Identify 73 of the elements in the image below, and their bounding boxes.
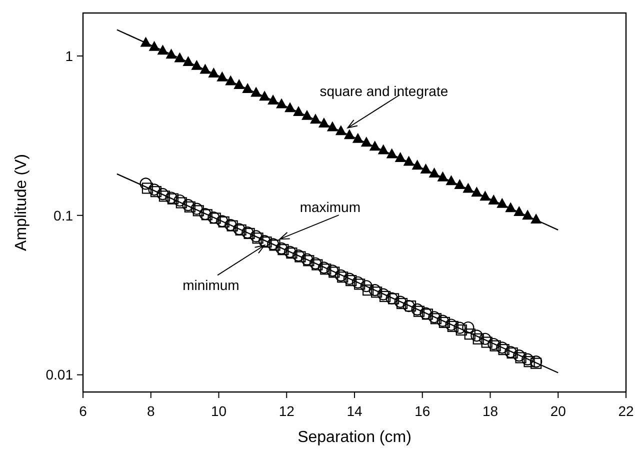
point [286,248,298,259]
x-tick-label: 8 [146,403,155,419]
point [176,197,187,208]
point [472,333,484,344]
point [320,264,332,275]
point [377,288,390,300]
x-tick-label: 14 [346,403,362,419]
point [524,356,535,368]
point [278,244,289,256]
point [522,353,534,366]
point [470,330,483,342]
point [192,205,204,216]
point [464,328,476,340]
point [190,202,203,215]
point [490,340,501,352]
x-tick-label: 16 [414,403,430,419]
point [513,350,526,362]
point [150,186,162,198]
point [140,178,152,190]
point [158,190,170,202]
point [496,342,508,354]
point [294,251,306,262]
point [413,306,425,317]
x-tick-label: 10 [210,403,227,419]
point [148,184,160,196]
x-tick-label: 6 [79,403,88,419]
annotation: maximum [300,199,361,216]
y-tick-label: 1 [65,48,74,64]
point [328,266,340,278]
point [454,322,466,334]
x-tick-label: 22 [618,403,634,419]
point [515,352,526,364]
point [479,332,492,345]
point [368,284,381,296]
y-tick-label: 0.1 [54,207,74,224]
point [371,286,382,298]
point [142,182,154,194]
point [250,230,262,242]
x-tick-label: 12 [278,403,295,419]
x-tick-label: 18 [482,403,498,419]
point [156,188,169,200]
point [362,284,374,296]
point [292,249,305,262]
point [360,280,372,292]
point [300,253,314,266]
point [379,290,391,302]
point [456,324,467,336]
point [303,255,314,266]
annotation: minimum [182,277,240,294]
point [326,264,338,277]
point [498,344,510,356]
y-tick-label: 0.01 [46,366,74,383]
y-axis-title: Amplitude (V) [13,154,30,251]
point [334,269,347,282]
x-axis-title: Separation (cm) [298,429,412,446]
point [462,321,474,334]
point [411,303,424,316]
point [275,242,288,255]
point [318,262,330,274]
point [346,275,357,286]
point [174,194,186,207]
x-tick-label: 20 [550,403,566,419]
point [343,272,356,285]
point [481,336,492,348]
point [488,338,500,350]
point [337,272,348,283]
point [354,278,366,290]
point [312,259,323,270]
point [252,232,264,244]
point [352,276,364,288]
annotation: square and integrate [320,82,448,99]
point [284,246,296,258]
point [309,257,322,270]
